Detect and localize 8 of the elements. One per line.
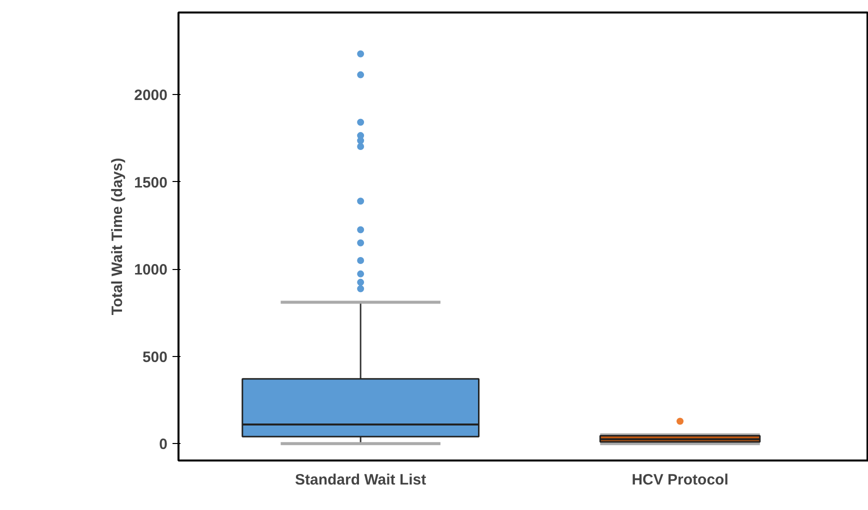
y-tick-label: 1000 (134, 262, 168, 279)
y-tick-label: 500 (142, 348, 168, 366)
x-tick-label: Standard Wait List (295, 472, 426, 488)
y-axis-title: Total Wait Time (days) (109, 158, 126, 316)
x-tick-label: HCV Protocol (632, 472, 728, 488)
y-tick-label: 0 (159, 436, 168, 454)
y-tick-label: 2000 (134, 87, 168, 104)
y-tick-label: 1500 (134, 174, 168, 192)
